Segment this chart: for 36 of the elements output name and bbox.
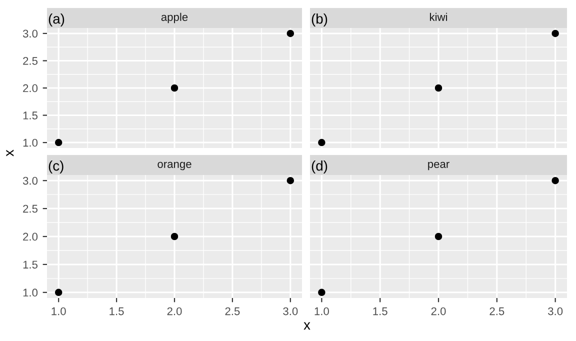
y-tick-label: 1.0 — [23, 288, 38, 297]
chart-title: pear — [428, 162, 450, 170]
y-tick-label: 1.0 — [23, 138, 38, 147]
text: (c) — [48, 160, 64, 174]
x-tick-label: 2.5 — [490, 307, 504, 316]
point — [54, 138, 62, 146]
text: (b) — [312, 14, 328, 26]
x-tick-label: 3.0 — [283, 307, 298, 316]
x-axis-title: x — [304, 322, 310, 330]
chart-title: orange — [158, 162, 192, 170]
text: (d) — [312, 160, 328, 174]
y-tick-label: 2.5 — [23, 56, 38, 65]
x-tick-label: 1.0 — [52, 307, 66, 316]
x-tick-label: 2.0 — [431, 307, 446, 316]
y-tick-label: 1.5 — [23, 112, 38, 120]
y-tick-label: 2.5 — [23, 204, 38, 213]
point — [170, 232, 178, 240]
y-tick-label: 3.0 — [22, 30, 38, 38]
point — [54, 288, 62, 296]
y-axis-title: x — [6, 150, 14, 156]
text: (a) — [48, 14, 64, 26]
x-tick-label: 1.5 — [373, 307, 388, 316]
x-tick-label: 1.0 — [314, 307, 329, 316]
y-tick-label: 1.5 — [23, 260, 38, 269]
x-tick-label: 2.5 — [225, 307, 240, 316]
y-tick-label: 2.0 — [23, 232, 38, 241]
chart-title: apple — [161, 12, 188, 24]
point — [170, 84, 178, 92]
x-tick-label: 2.0 — [167, 307, 182, 316]
x-tick-label: 1.5 — [110, 307, 124, 316]
x-tick-label: 3.0 — [548, 307, 563, 316]
point — [286, 30, 294, 38]
y-tick-label: 2.0 — [23, 84, 38, 92]
chart-title: kiwi — [430, 12, 448, 21]
point — [286, 176, 294, 184]
y-tick-label: 3.0 — [22, 176, 38, 185]
